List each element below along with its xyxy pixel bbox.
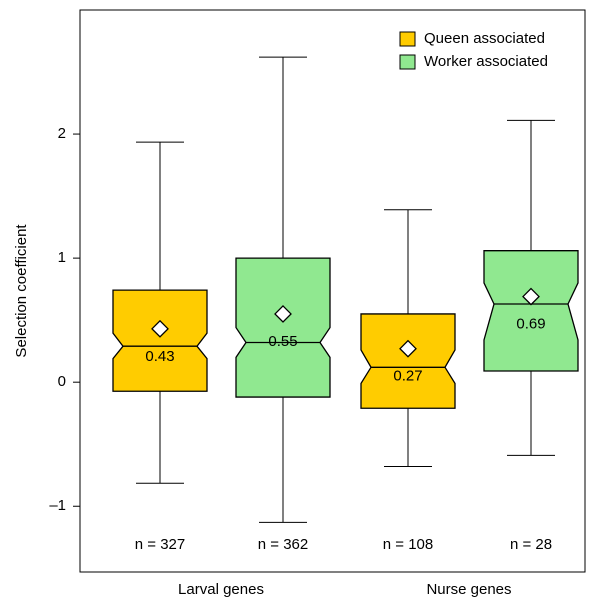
n-label: n = 108 xyxy=(383,536,433,553)
mean-marker xyxy=(399,339,417,358)
box xyxy=(112,289,208,392)
n-label: n = 28 xyxy=(510,536,552,553)
n-label: n = 327 xyxy=(135,536,185,553)
legend-label: Queen associated xyxy=(424,30,545,47)
mean-label: 0.55 xyxy=(268,333,297,350)
plot-frame xyxy=(79,9,586,573)
y-tick-label: 1 xyxy=(58,249,66,266)
mean-marker xyxy=(274,305,292,323)
y-tick-label: 2 xyxy=(58,125,66,142)
mean-label: 0.69 xyxy=(516,316,545,333)
box xyxy=(235,257,331,398)
n-label: n = 362 xyxy=(258,536,308,553)
mean-label: 0.43 xyxy=(145,348,174,365)
x-tick-label: Larval genes xyxy=(178,581,264,598)
legend-swatch xyxy=(399,31,416,47)
y-tick-label: –1 xyxy=(49,497,66,514)
legend-swatch xyxy=(399,54,416,70)
mean-label: 0.27 xyxy=(393,368,422,385)
y-axis-label: Selection coefficient xyxy=(13,224,30,358)
box xyxy=(360,313,456,409)
box xyxy=(483,250,579,372)
mean-marker xyxy=(151,319,169,338)
x-tick-label: Nurse genes xyxy=(426,581,511,598)
y-tick-label: 0 xyxy=(58,373,66,390)
legend-label: Worker associated xyxy=(424,53,548,70)
mean-marker xyxy=(522,287,540,306)
